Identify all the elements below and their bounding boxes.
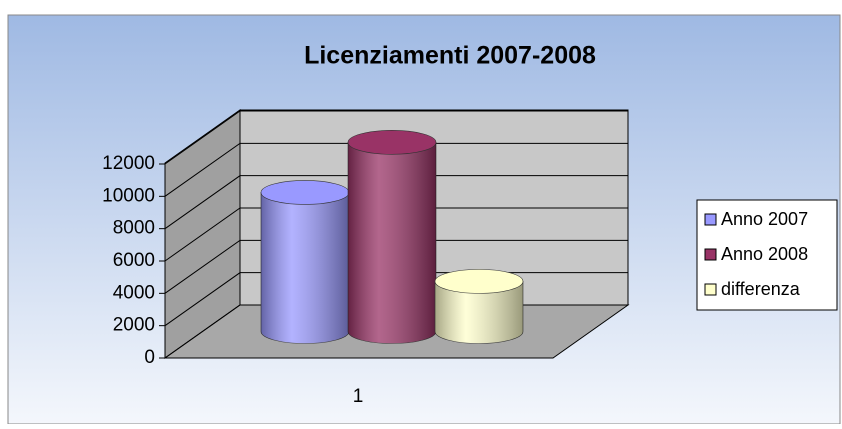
cylinder-top: [434, 269, 524, 294]
legend-label: differenza: [721, 279, 801, 299]
legend-swatch: [704, 283, 717, 296]
y-tick-label: 2000: [113, 315, 155, 336]
legend-swatch: [704, 248, 717, 261]
grid-line: [164, 142, 628, 197]
cylinder-shade: [261, 192, 349, 344]
y-tick-label: 10000: [102, 185, 155, 206]
grid-line: [164, 110, 628, 165]
grid-line: [164, 239, 628, 294]
y-tick-label: 0: [144, 347, 155, 368]
cylinder-top: [347, 130, 437, 155]
legend-swatch: [704, 213, 717, 226]
legend-label: Anno 2007: [721, 209, 808, 229]
cylinder-top: [260, 180, 350, 205]
y-tick-label: 4000: [113, 282, 155, 303]
bar: [347, 130, 437, 344]
y-tick-label: 12000: [102, 153, 155, 174]
legend: [696, 199, 838, 311]
y-tick-label: 8000: [113, 218, 155, 239]
bar: [260, 180, 350, 344]
cylinder-shade: [435, 281, 523, 344]
legend-label: Anno 2008: [721, 244, 808, 264]
x-tick-label: 1: [353, 386, 364, 407]
cylinder-shade: [348, 142, 436, 344]
grid-line: [164, 175, 628, 230]
chart-title: Licenziamenti 2007-2008: [304, 42, 596, 70]
grid-line: [164, 207, 628, 262]
bar: [434, 269, 524, 344]
y-tick-label: 6000: [113, 250, 155, 271]
